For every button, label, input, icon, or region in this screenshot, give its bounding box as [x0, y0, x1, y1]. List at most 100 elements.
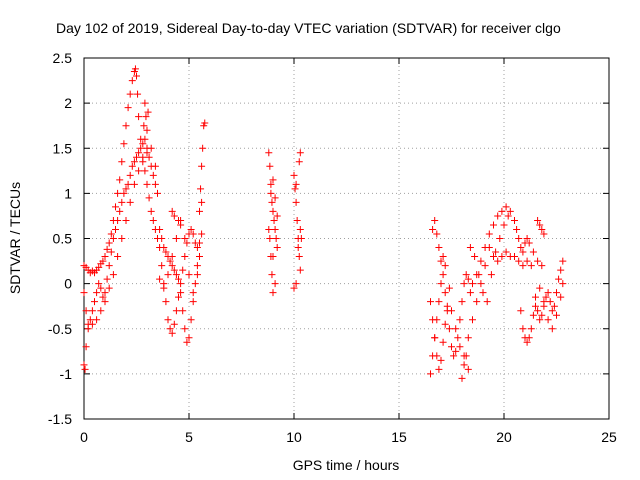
- data-point: [296, 266, 304, 274]
- data-point: [267, 180, 275, 188]
- data-point: [515, 257, 523, 265]
- data-point: [511, 253, 518, 261]
- data-point: [103, 245, 111, 253]
- data-point: [433, 230, 441, 238]
- data-point: [559, 257, 567, 265]
- data-point: [164, 316, 172, 324]
- data-point: [181, 253, 189, 261]
- data-point: [479, 289, 487, 297]
- data-point: [198, 162, 206, 170]
- data-point: [473, 298, 481, 306]
- data-point: [452, 325, 460, 333]
- data-point: [82, 343, 90, 351]
- data-point: [273, 244, 281, 252]
- data-point: [542, 293, 550, 301]
- data-point: [292, 198, 300, 206]
- data-point: [80, 361, 88, 369]
- data-point: [103, 275, 111, 283]
- data-point: [140, 122, 148, 130]
- data-point: [557, 293, 565, 301]
- data-point: [513, 225, 521, 233]
- data-point: [431, 334, 439, 342]
- data-point: [175, 216, 182, 224]
- data-point: [523, 338, 531, 346]
- y-tick-label: 0.5: [53, 231, 73, 247]
- data-point: [81, 365, 89, 373]
- data-point: [439, 338, 447, 346]
- data-point: [196, 239, 203, 247]
- data-point: [494, 212, 502, 220]
- data-point: [99, 257, 107, 265]
- data-point: [130, 158, 138, 166]
- data-point: [118, 158, 126, 166]
- data-point: [266, 162, 274, 170]
- data-point: [97, 284, 105, 292]
- data-point: [529, 248, 537, 256]
- data-point: [555, 275, 563, 283]
- data-point: [272, 235, 280, 242]
- data-point: [120, 189, 128, 197]
- data-point: [128, 162, 136, 170]
- data-point: [101, 298, 109, 306]
- data-point: [105, 262, 113, 270]
- data-point: [142, 113, 150, 121]
- data-point: [492, 248, 500, 256]
- data-point: [534, 216, 542, 224]
- data-point: [473, 271, 481, 279]
- data-point: [498, 207, 506, 215]
- data-point: [481, 262, 489, 270]
- data-point: [435, 298, 443, 306]
- data-point: [481, 244, 489, 252]
- data-point: [116, 176, 124, 184]
- data-point: [267, 253, 275, 261]
- data-point: [128, 77, 136, 85]
- data-point: [135, 149, 143, 157]
- data-point: [454, 334, 462, 342]
- data-point: [292, 280, 300, 288]
- data-point: [445, 284, 453, 292]
- data-point: [429, 316, 437, 324]
- data-point: [112, 203, 119, 211]
- data-point: [466, 289, 474, 297]
- data-point: [448, 307, 455, 315]
- data-point: [523, 257, 531, 265]
- data-point: [502, 248, 510, 256]
- data-point: [540, 298, 548, 306]
- data-point: [538, 311, 546, 319]
- data-point: [187, 225, 195, 233]
- data-point: [471, 253, 479, 261]
- data-point: [91, 298, 98, 306]
- data-point: [170, 320, 178, 328]
- data-point: [441, 262, 449, 270]
- data-point: [166, 257, 174, 265]
- data-point: [88, 320, 96, 328]
- data-point: [93, 316, 101, 324]
- data-point: [93, 289, 101, 297]
- data-point: [168, 207, 176, 215]
- data-point: [99, 293, 107, 301]
- data-point: [464, 334, 472, 342]
- data-point: [88, 307, 96, 315]
- data-point: [297, 235, 305, 242]
- data-point: [270, 216, 278, 224]
- data-point: [525, 334, 533, 342]
- data-point: [145, 153, 153, 161]
- data-point: [296, 225, 304, 233]
- chart-title: Day 102 of 2019, Sidereal Day-to-day VTE…: [56, 20, 561, 36]
- data-point: [122, 185, 130, 193]
- data-point: [187, 316, 195, 324]
- data-point: [269, 207, 277, 215]
- data-point: [529, 311, 537, 319]
- data-point: [469, 280, 476, 288]
- data-point: [160, 244, 168, 252]
- data-point: [201, 119, 209, 127]
- data-point: [269, 176, 277, 184]
- data-point: [84, 325, 92, 333]
- data-point: [462, 352, 470, 360]
- y-tick-label: 1.5: [53, 140, 73, 156]
- data-point: [448, 343, 455, 351]
- data-point: [126, 171, 134, 179]
- data-point: [295, 253, 303, 261]
- data-point: [80, 289, 88, 297]
- data-point: [185, 334, 193, 342]
